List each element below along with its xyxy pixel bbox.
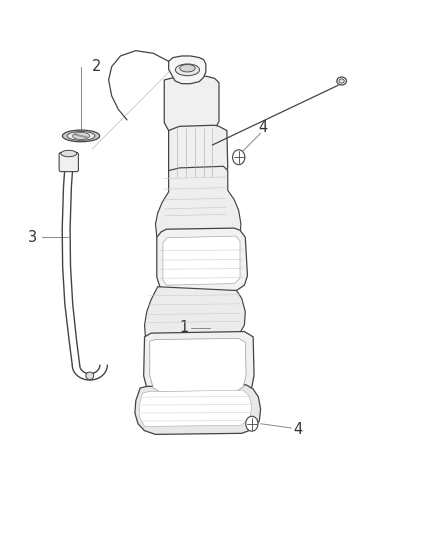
Ellipse shape xyxy=(73,132,89,140)
Ellipse shape xyxy=(67,132,95,140)
Ellipse shape xyxy=(61,150,77,157)
Text: 4: 4 xyxy=(293,422,303,437)
Polygon shape xyxy=(135,385,261,434)
Text: 1: 1 xyxy=(179,320,189,335)
Polygon shape xyxy=(155,166,241,253)
Text: 3: 3 xyxy=(28,230,37,245)
Ellipse shape xyxy=(175,64,199,76)
Polygon shape xyxy=(150,338,246,392)
Ellipse shape xyxy=(339,79,344,83)
Polygon shape xyxy=(169,125,228,181)
Ellipse shape xyxy=(180,64,195,72)
Polygon shape xyxy=(144,332,254,399)
Polygon shape xyxy=(145,287,245,337)
Ellipse shape xyxy=(62,130,100,142)
Text: 2: 2 xyxy=(92,59,101,74)
Polygon shape xyxy=(157,228,247,292)
Circle shape xyxy=(233,150,245,165)
Circle shape xyxy=(246,416,258,431)
Ellipse shape xyxy=(337,77,346,85)
Polygon shape xyxy=(169,56,206,84)
FancyBboxPatch shape xyxy=(59,152,78,172)
Polygon shape xyxy=(139,390,252,426)
Ellipse shape xyxy=(86,372,94,379)
Polygon shape xyxy=(164,76,219,134)
Text: 4: 4 xyxy=(258,120,268,135)
Polygon shape xyxy=(163,236,240,285)
